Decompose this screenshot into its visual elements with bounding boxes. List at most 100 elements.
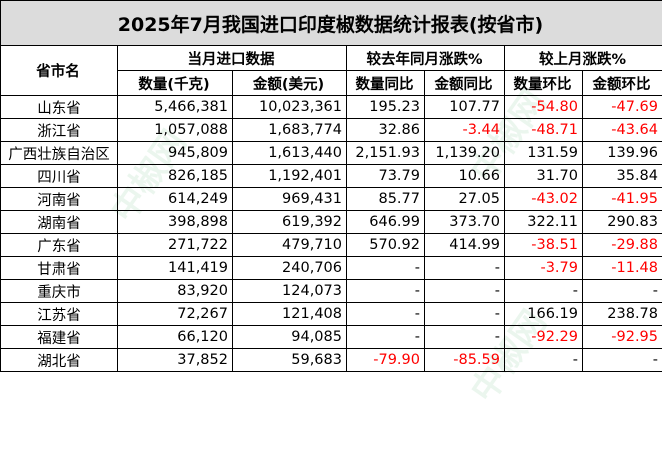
report-table: 2025年7月我国进口印度椒数据统计报表(按省市) 省市名 当月进口数据 较去年… xyxy=(0,0,662,372)
cell-amount: 479,710 xyxy=(232,233,347,257)
report-title: 2025年7月我国进口印度椒数据统计报表(按省市) xyxy=(0,0,662,46)
cell-qty: 1,057,088 xyxy=(117,118,233,142)
header-amt-mom: 金额环比 xyxy=(581,70,662,96)
table-row: 重庆市 83,920 124,073- - - - xyxy=(0,279,662,303)
cell-amt-mom: -29.88 xyxy=(581,233,662,257)
cell-qty: 66,120 xyxy=(117,325,233,349)
cell-qty-mom: -48.71 xyxy=(504,118,583,142)
cell-amount: 969,431 xyxy=(232,187,347,211)
cell-amt-yoy: 373.70 xyxy=(424,210,505,234)
cell-amt-mom: 290.83 xyxy=(581,210,662,234)
cell-province: 山东省 xyxy=(0,95,118,119)
cell-qty-mom: 166.19 xyxy=(504,302,583,326)
cell-province: 福建省 xyxy=(0,325,118,349)
cell-amt-yoy: - xyxy=(424,279,505,303)
cell-amount: 121,408 xyxy=(232,302,347,326)
table-row: 福建省 66,120 94,085- - -92.29 -92.95 xyxy=(0,325,662,349)
cell-qty-mom: -38.51 xyxy=(504,233,583,257)
cell-qty-yoy: 570.92 xyxy=(346,233,425,257)
cell-amount: 1,192,401 xyxy=(232,164,347,188)
cell-qty-mom: 131.59 xyxy=(504,141,583,165)
cell-qty-mom: -3.79 xyxy=(504,256,583,280)
cell-qty-yoy: -79.90 xyxy=(346,348,425,372)
cell-qty-mom: -54.80 xyxy=(504,95,583,119)
header-amt-yoy: 金额同比 xyxy=(424,70,505,96)
cell-qty-yoy: 32.86 xyxy=(346,118,425,142)
table-row: 湖北省 37,852 59,683 -79.90 -85.59- - xyxy=(0,348,662,372)
cell-amount: 10,023,361 xyxy=(232,95,347,119)
cell-qty-mom: 31.70 xyxy=(504,164,583,188)
cell-amt-yoy: 1,139.20 xyxy=(424,141,505,165)
header-mom: 较上月涨跌% xyxy=(503,45,662,71)
cell-qty-yoy: 85.77 xyxy=(346,187,425,211)
cell-amt-yoy: - xyxy=(424,302,505,326)
table-row: 浙江省 1,057,088 1,683,774 32.86 -3.44 -48.71 -43… xyxy=(0,118,662,142)
cell-amt-mom: 35.84 xyxy=(581,164,662,188)
cell-province: 湖北省 xyxy=(0,348,118,372)
header-qty: 数量(千克) xyxy=(117,70,233,96)
cell-qty: 72,267 xyxy=(117,302,233,326)
cell-qty: 271,722 xyxy=(117,233,233,257)
table-row: 四川省 826,185 1,192,401 73.79 10.66 31.70 35.84 xyxy=(0,164,662,188)
cell-qty: 5,466,381 xyxy=(117,95,233,119)
cell-amt-yoy: 10.66 xyxy=(424,164,505,188)
cell-amount: 1,683,774 xyxy=(232,118,347,142)
cell-qty: 83,920 xyxy=(117,279,233,303)
cell-amt-mom: 238.78 xyxy=(581,302,662,326)
cell-province: 湖南省 xyxy=(0,210,118,234)
cell-qty-yoy: - xyxy=(346,279,425,303)
cell-amt-mom: -41.95 xyxy=(581,187,662,211)
cell-amt-yoy: 414.99 xyxy=(424,233,505,257)
cell-amt-mom: -43.64 xyxy=(581,118,662,142)
cell-qty: 614,249 xyxy=(117,187,233,211)
cell-amt-mom: - xyxy=(581,279,662,303)
cell-amt-mom: -11.48 xyxy=(581,256,662,280)
cell-amount: 240,706 xyxy=(232,256,347,280)
cell-amt-yoy: 107.77 xyxy=(424,95,505,119)
table-row: 广西壮族自治区 945,809 1,613,440 2,151.93 1,139.20 1… xyxy=(0,141,662,165)
header-amount: 金额(美元) xyxy=(232,70,347,96)
cell-qty-yoy: 73.79 xyxy=(346,164,425,188)
cell-qty: 398,898 xyxy=(117,210,233,234)
cell-amt-yoy: -3.44 xyxy=(424,118,505,142)
cell-amt-mom: -47.69 xyxy=(581,95,662,119)
cell-qty-yoy: 2,151.93 xyxy=(346,141,425,165)
cell-amount: 1,613,440 xyxy=(232,141,347,165)
cell-qty: 141,419 xyxy=(117,256,233,280)
cell-province: 广西壮族自治区 xyxy=(0,141,118,165)
cell-province: 浙江省 xyxy=(0,118,118,142)
cell-qty-yoy: - xyxy=(346,302,425,326)
table-row: 河南省 614,249 969,431 85.77 27.05 -43.02 -41.95 xyxy=(0,187,662,211)
table-row: 湖南省 398,898 619,392 646.99 373.70 322.11 290.8… xyxy=(0,210,662,234)
cell-province: 河南省 xyxy=(0,187,118,211)
cell-qty-mom: - xyxy=(504,279,583,303)
cell-qty-yoy: 195.23 xyxy=(346,95,425,119)
table-row: 山东省 5,466,381 10,023,361 195.23 107.77 -54.80… xyxy=(0,95,662,119)
table-row: 甘肃省 141,419 240,706- - -3.79 -11.48 xyxy=(0,256,662,280)
header-current-month: 当月进口数据 xyxy=(117,45,347,71)
cell-amt-yoy: - xyxy=(424,325,505,349)
header-province: 省市名 xyxy=(0,45,118,96)
cell-amount: 124,073 xyxy=(232,279,347,303)
table-row: 广东省 271,722 479,710 570.92 414.99 -38.51 -29.8… xyxy=(0,233,662,257)
cell-province: 江苏省 xyxy=(0,302,118,326)
cell-qty: 37,852 xyxy=(117,348,233,372)
header-qty-mom: 数量环比 xyxy=(504,70,583,96)
cell-qty-mom: -92.29 xyxy=(504,325,583,349)
cell-province: 甘肃省 xyxy=(0,256,118,280)
cell-qty-yoy: - xyxy=(346,256,425,280)
cell-province: 四川省 xyxy=(0,164,118,188)
cell-amt-mom: - xyxy=(581,348,662,372)
header-qty-yoy: 数量同比 xyxy=(346,70,425,96)
header-yoy: 较去年同月涨跌% xyxy=(346,45,505,71)
cell-province: 重庆市 xyxy=(0,279,118,303)
cell-amt-yoy: 27.05 xyxy=(424,187,505,211)
cell-amount: 94,085 xyxy=(232,325,347,349)
cell-amt-yoy: - xyxy=(424,256,505,280)
cell-province: 广东省 xyxy=(0,233,118,257)
cell-qty-yoy: 646.99 xyxy=(346,210,425,234)
cell-amt-mom: -92.95 xyxy=(581,325,662,349)
table-row: 江苏省 72,267 121,408- -166.19 238.78 xyxy=(0,302,662,326)
cell-qty: 945,809 xyxy=(117,141,233,165)
cell-amount: 59,683 xyxy=(232,348,347,372)
